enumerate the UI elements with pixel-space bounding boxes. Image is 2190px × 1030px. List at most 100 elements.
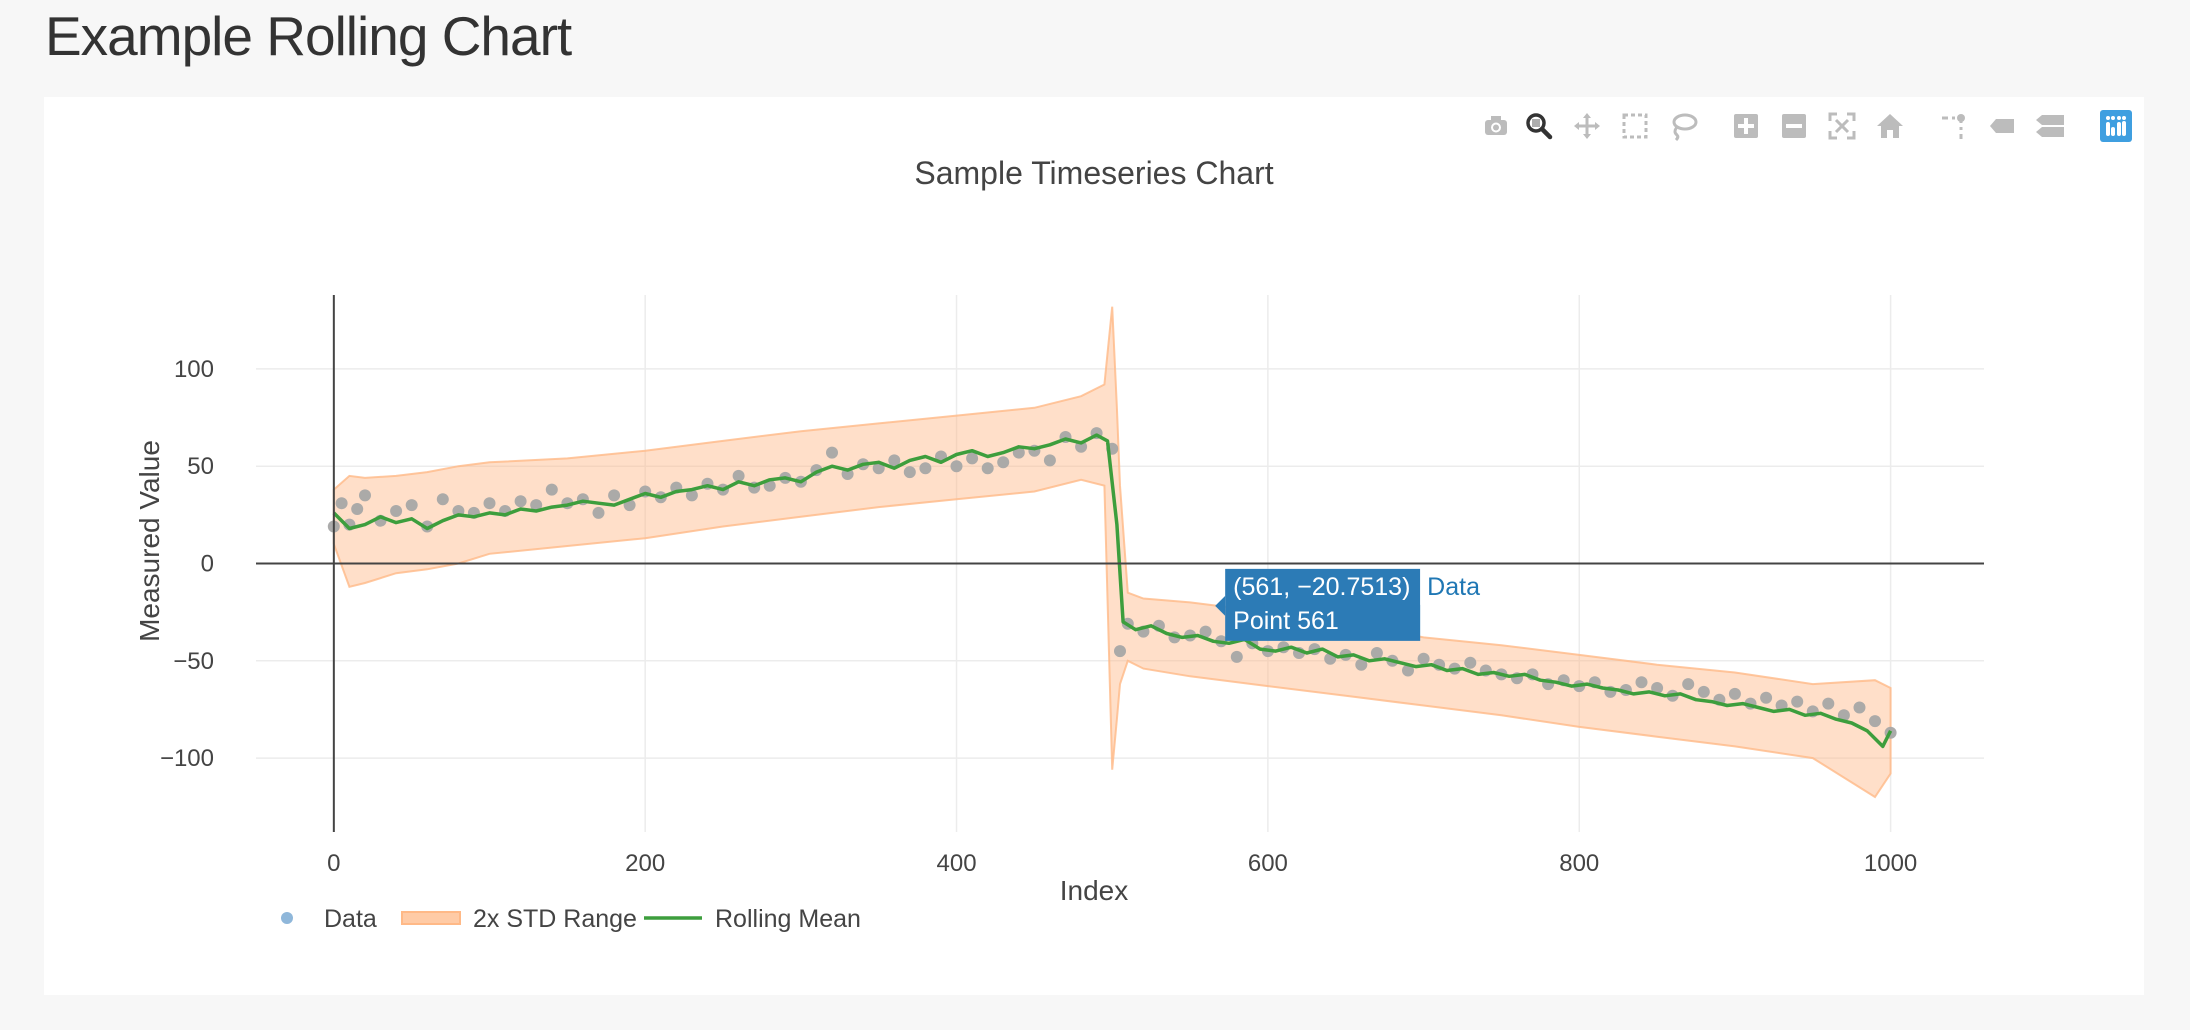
data-point[interactable] xyxy=(1370,647,1383,659)
data-point[interactable] xyxy=(1682,678,1695,691)
y-tick-label: −50 xyxy=(173,648,214,675)
box-select-button[interactable] xyxy=(1616,107,1654,145)
chart-plot[interactable]: Sample Timeseries Chart 0 200 400 600 800 100… xyxy=(44,97,2144,995)
camera-button[interactable] xyxy=(1477,107,1515,145)
chart-title: Sample Timeseries Chart xyxy=(914,155,1273,191)
data-point[interactable] xyxy=(1402,664,1414,677)
x-tick-label: 1000 xyxy=(1864,850,1917,877)
data-point[interactable] xyxy=(1837,709,1850,722)
data-point[interactable] xyxy=(483,497,496,510)
axes-layer xyxy=(256,295,1984,832)
toggle-spike-lines-button[interactable] xyxy=(1935,107,1973,145)
data-point[interactable] xyxy=(1230,650,1243,663)
reset-axes-button[interactable] xyxy=(1871,107,1909,145)
legend-item[interactable]: 2x STD Range xyxy=(401,905,637,933)
x-tick-label: 0 xyxy=(327,850,340,877)
hover-closest-icon xyxy=(1990,119,2014,133)
legend-item[interactable]: Rolling Mean xyxy=(644,905,861,933)
data-point[interactable] xyxy=(1635,676,1648,689)
legend-label: Data xyxy=(324,905,377,933)
data-point[interactable] xyxy=(436,493,449,506)
zoom-icon xyxy=(1526,113,1553,140)
y-tick-label: −100 xyxy=(160,745,214,772)
reset-axes-icon xyxy=(1877,114,1903,138)
toggle-spike-lines-icon xyxy=(1942,114,1965,139)
tooltip-value: (561, −20.7513) xyxy=(1233,573,1410,601)
data-point[interactable] xyxy=(1464,656,1477,669)
x-tick-label: 800 xyxy=(1559,850,1599,877)
data-point[interactable] xyxy=(405,499,418,512)
lasso-select-icon xyxy=(1672,113,1698,142)
data-point[interactable] xyxy=(514,495,527,508)
rolling-mean-line xyxy=(332,433,1893,749)
y-tick-label: 0 xyxy=(201,551,214,578)
data-point[interactable] xyxy=(1697,685,1710,698)
legend-dot-icon xyxy=(281,912,293,924)
autoscale-button[interactable] xyxy=(1823,107,1861,145)
plotly-logo-button[interactable] xyxy=(2097,107,2135,145)
hover-tooltip: (561, −20.7513) Point 561 Data xyxy=(1215,568,1489,641)
lasso-select-button[interactable] xyxy=(1664,107,1702,145)
legend-item[interactable]: Data xyxy=(281,905,377,933)
data-point[interactable] xyxy=(1822,697,1835,710)
data-point[interactable] xyxy=(1760,691,1773,704)
legend-band-icon xyxy=(401,911,461,925)
zoom-out-button[interactable] xyxy=(1775,107,1813,145)
data-point[interactable] xyxy=(1114,645,1126,658)
data-point[interactable] xyxy=(1043,454,1056,467)
x-tick-label: 600 xyxy=(1248,850,1288,877)
data-point[interactable] xyxy=(545,483,558,496)
x-tick-label: 400 xyxy=(937,850,977,877)
plotly-logo-icon xyxy=(2100,110,2132,142)
data-point[interactable] xyxy=(592,506,605,519)
chart-card: Sample Timeseries Chart 0 200 400 600 800 100… xyxy=(44,97,2144,995)
data-point[interactable] xyxy=(608,489,621,502)
data-point[interactable] xyxy=(1355,658,1368,671)
tooltip-series-name: Data xyxy=(1427,573,1480,601)
data-point[interactable] xyxy=(950,460,963,473)
legend[interactable]: Data 2x STD Range Rolling Mean xyxy=(281,905,861,933)
data-point[interactable] xyxy=(919,462,932,475)
grid-lines xyxy=(256,295,1984,832)
zoom-in-icon xyxy=(1734,114,1758,138)
rolling-mean-layer xyxy=(332,433,1893,749)
pan-button[interactable] xyxy=(1568,107,1606,145)
camera-icon xyxy=(1485,116,1507,135)
x-tick-label: 200 xyxy=(625,850,665,877)
data-point[interactable] xyxy=(981,462,994,475)
data-point[interactable] xyxy=(685,489,698,502)
data-point[interactable] xyxy=(997,456,1010,469)
data-point[interactable] xyxy=(826,446,838,459)
data-point[interactable] xyxy=(732,469,745,482)
y-axis-label: Measured Value xyxy=(134,440,165,642)
legend-label: 2x STD Range xyxy=(473,905,637,933)
tooltip-pointer xyxy=(1215,595,1226,616)
data-point[interactable] xyxy=(1728,687,1741,700)
data-point[interactable] xyxy=(1791,695,1804,708)
data-point[interactable] xyxy=(966,452,979,465)
data-point[interactable] xyxy=(903,466,916,479)
data-point[interactable] xyxy=(1853,701,1866,714)
y-tick-label: 50 xyxy=(187,453,214,480)
data-point[interactable] xyxy=(1199,625,1212,638)
tooltip-point-label: Point 561 xyxy=(1233,607,1339,635)
pan-icon xyxy=(1574,113,1600,139)
tooltip-box xyxy=(1225,568,1421,641)
data-point[interactable] xyxy=(390,505,403,517)
data-point[interactable] xyxy=(1869,715,1881,728)
hover-closest-button[interactable] xyxy=(1983,107,2021,145)
data-point[interactable] xyxy=(351,503,364,515)
data-point[interactable] xyxy=(1651,682,1664,694)
data-point[interactable] xyxy=(530,499,543,512)
zoom-in-button[interactable] xyxy=(1727,107,1765,145)
page-title: Example Rolling Chart xyxy=(45,5,572,67)
zoom-button[interactable] xyxy=(1520,107,1558,145)
legend-label: Rolling Mean xyxy=(715,905,861,933)
std-band-layer xyxy=(332,306,1892,799)
hover-compare-button[interactable] xyxy=(2031,107,2069,145)
zoom-out-icon xyxy=(1782,114,1806,138)
data-point[interactable] xyxy=(888,454,901,467)
data-point[interactable] xyxy=(359,489,371,502)
data-point[interactable] xyxy=(335,497,348,510)
data-point[interactable] xyxy=(1417,652,1430,665)
